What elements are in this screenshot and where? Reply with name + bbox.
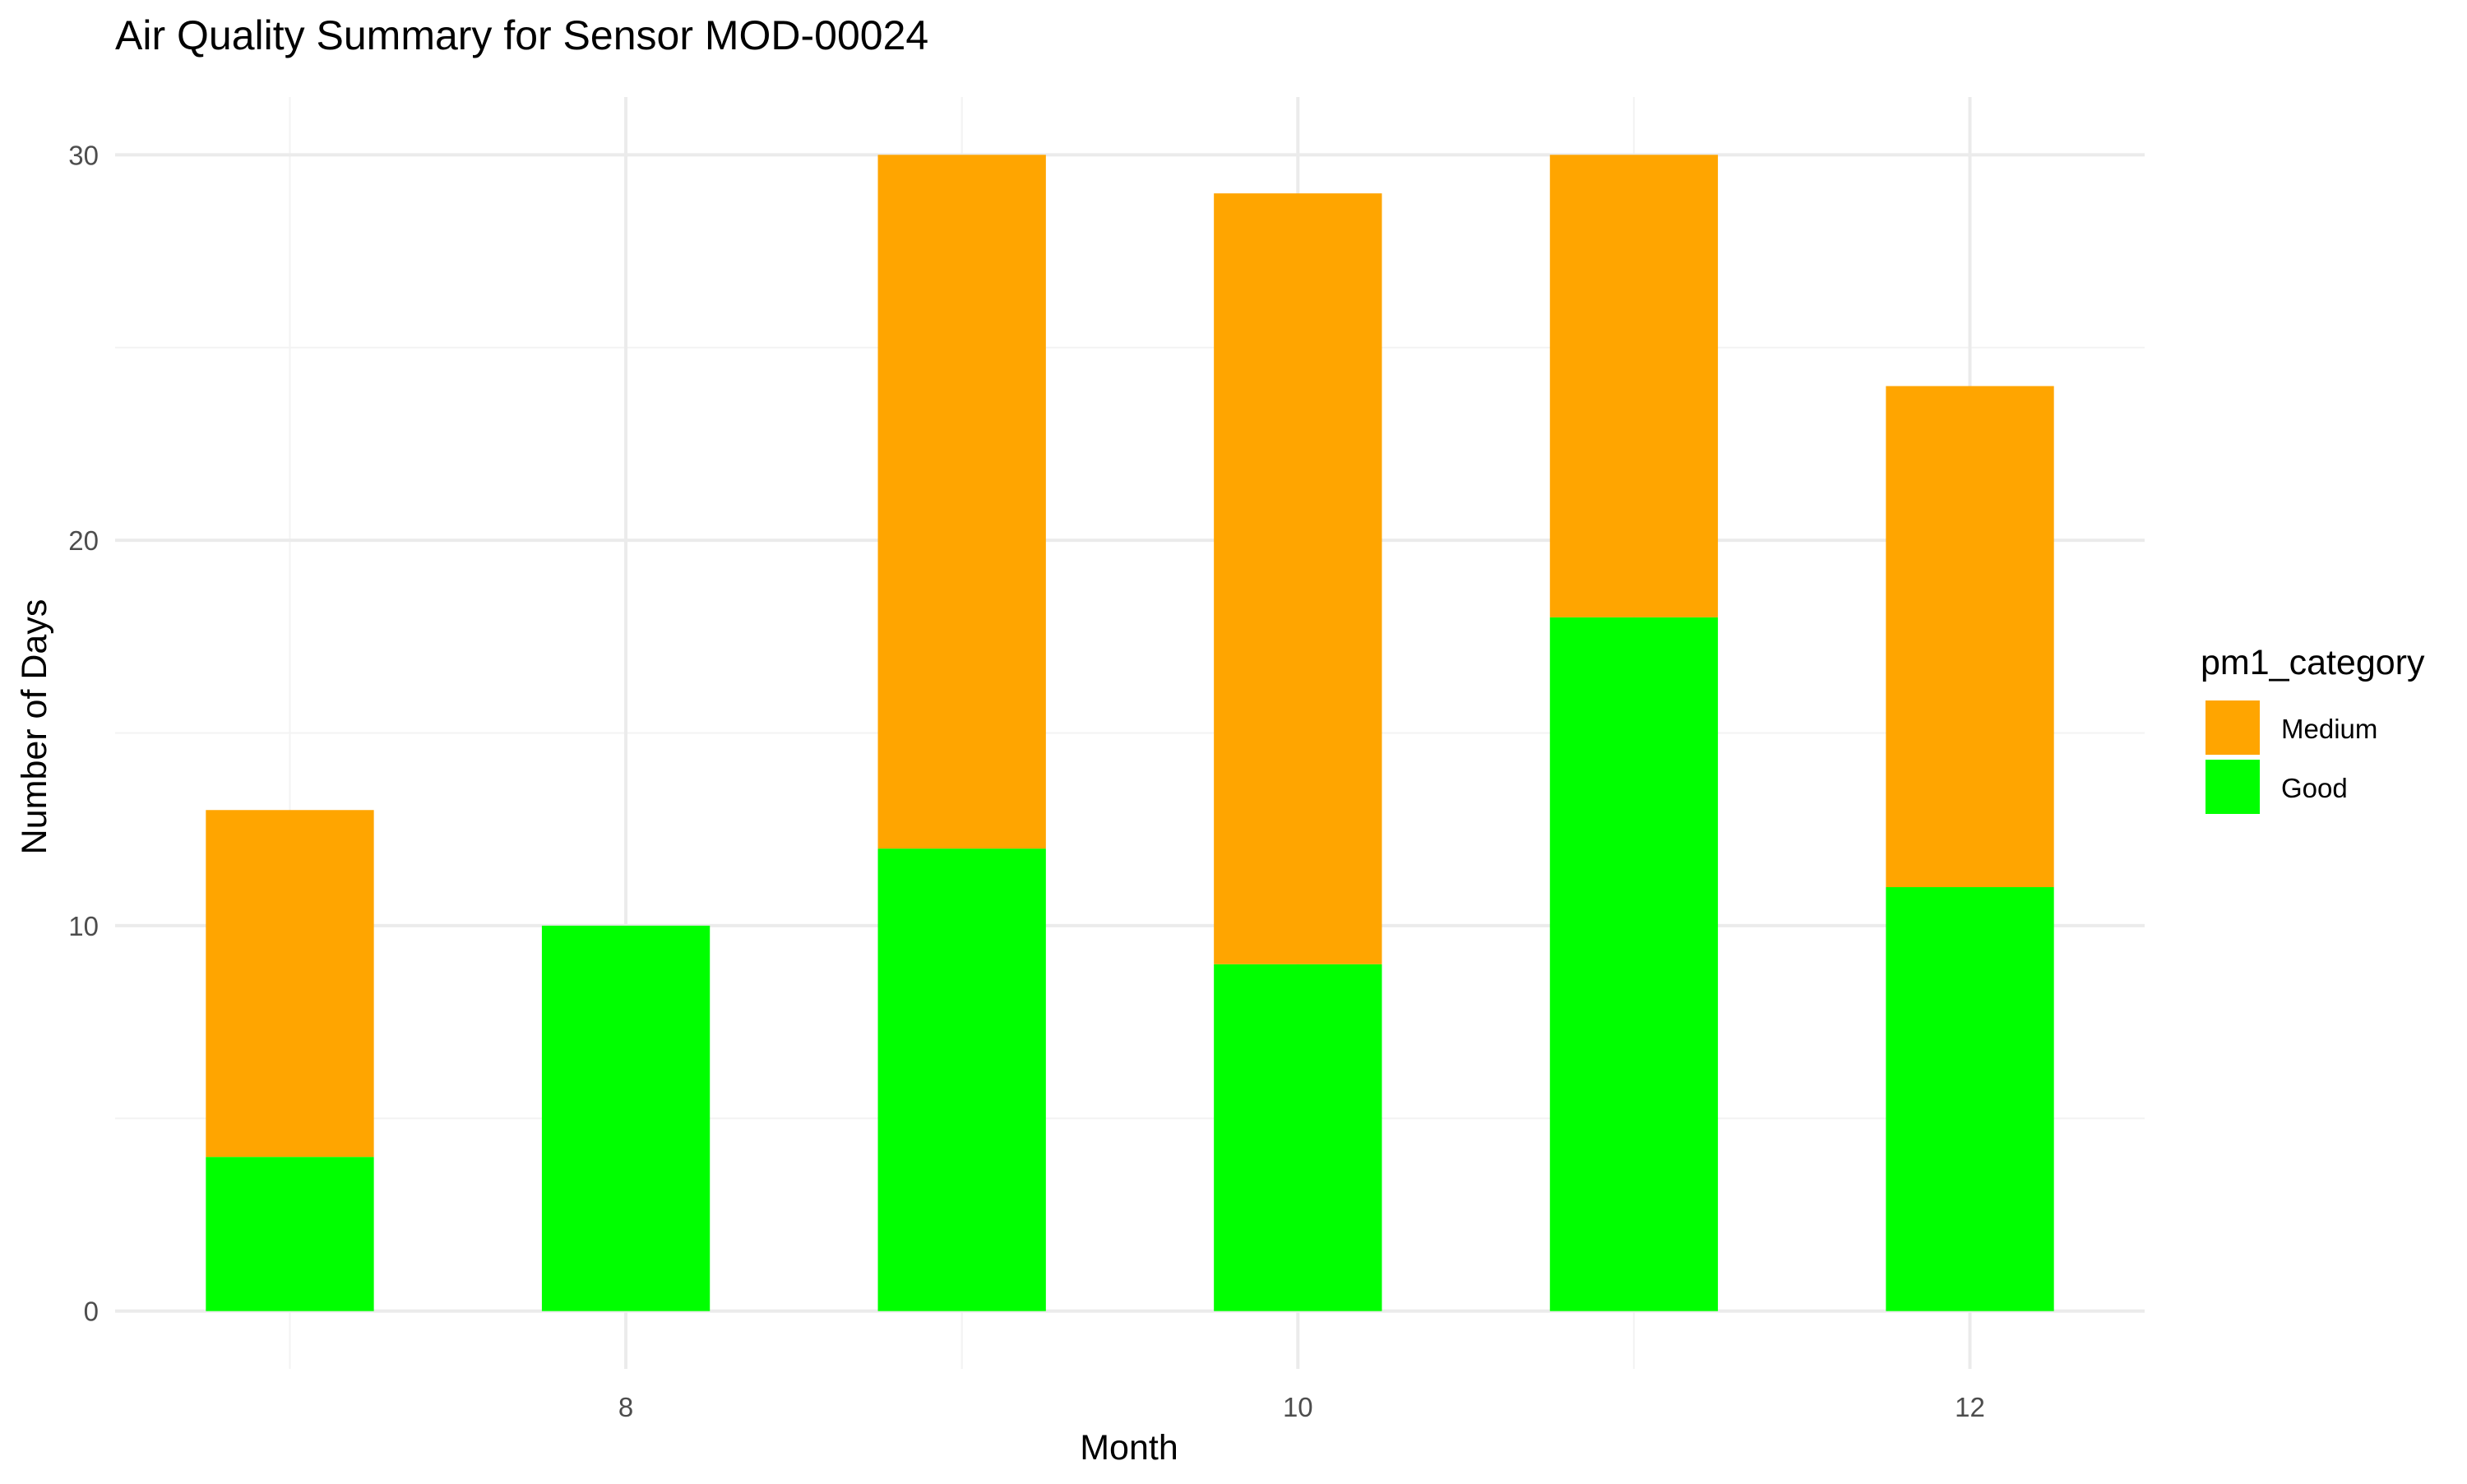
y-tick-label: 0 [84, 1297, 99, 1327]
x-tick-label: 12 [1955, 1392, 1985, 1422]
y-axis-tick-labels: 0 10 20 30 [68, 140, 99, 1326]
legend-key-good [2205, 760, 2260, 814]
y-tick-label: 30 [68, 140, 99, 170]
y-tick-label: 10 [68, 911, 99, 941]
chart-title: Air Quality Summary for Sensor MOD-00024 [115, 12, 928, 58]
legend-label-good: Good [2281, 773, 2348, 803]
bar-medium-month-12 [1886, 386, 2054, 888]
bars [206, 155, 2054, 1311]
bar-good-month-7 [206, 1157, 374, 1311]
legend: pm1_category Medium Good [2201, 643, 2425, 814]
legend-label-medium: Medium [2281, 714, 2377, 744]
x-tick-label: 10 [1283, 1392, 1313, 1422]
bar-good-month-12 [1886, 887, 2054, 1311]
bar-medium-month-7 [206, 810, 374, 1158]
bar-good-month-11 [1549, 617, 1719, 1311]
bar-medium-month-11 [1549, 155, 1719, 617]
x-axis-tick-labels: 8 10 12 [618, 1392, 1985, 1422]
legend-title: pm1_category [2201, 643, 2425, 682]
bar-medium-month-9 [877, 155, 1046, 849]
x-tick-label: 8 [618, 1392, 633, 1422]
bar-medium-month-10 [1214, 193, 1382, 964]
y-tick-label: 20 [68, 525, 99, 556]
legend-key-medium [2205, 700, 2260, 755]
bar-good-month-8 [541, 925, 710, 1311]
y-axis-label: Number of Days [15, 599, 54, 855]
bar-good-month-9 [877, 848, 1046, 1311]
x-axis-label: Month [1080, 1428, 1178, 1468]
bar-good-month-10 [1214, 964, 1382, 1311]
